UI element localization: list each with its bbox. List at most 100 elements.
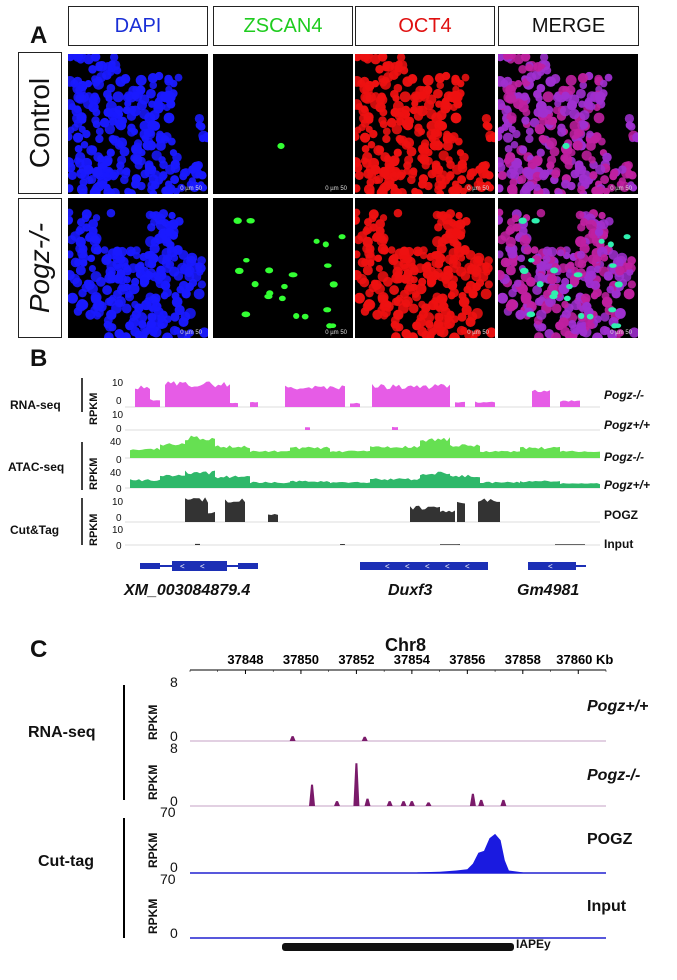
signal-peak — [480, 481, 520, 488]
signal-peak — [290, 446, 330, 458]
svg-text:<: < — [200, 562, 205, 571]
track-min: 0 — [170, 793, 178, 809]
pogz-peak — [417, 833, 523, 873]
signal-peak — [185, 470, 215, 488]
scale-bar-label: 0 µm 50 — [610, 186, 632, 192]
track-max: 8 — [170, 740, 178, 756]
scale-bar-label: 0 µm 50 — [467, 186, 489, 192]
scale-bar-label: 0 µm 50 — [180, 330, 202, 336]
rna-peak — [333, 801, 340, 806]
genome-browser-c: 37848 37850 37852 37854 37856 37858 37860 Kb — [123, 652, 613, 951]
signal-peak — [372, 383, 450, 407]
rna-peak — [408, 801, 415, 806]
track-min: 0 — [170, 859, 178, 875]
row-label-pogz-ko: Pogz-/- — [18, 198, 62, 338]
signal-peak — [350, 402, 360, 407]
scale-bar-label: 0 µm 50 — [467, 330, 489, 336]
signal-peak — [185, 435, 215, 458]
axis-tick-label: 37852 — [338, 652, 374, 667]
rna-peak — [289, 736, 296, 741]
col-header-label: MERGE — [531, 14, 606, 37]
axis-tick-label: 37850 — [283, 652, 319, 667]
signal-peak — [290, 480, 330, 488]
signal-peak — [410, 505, 440, 522]
signal-peak — [475, 401, 495, 407]
track-name-input: Input — [587, 898, 627, 915]
axis-tick-label: 37854 — [394, 652, 431, 667]
signal-peak — [230, 402, 238, 407]
panel-a-letter: A — [30, 22, 48, 49]
col-header-dapi: DAPI — [68, 6, 208, 46]
track-max: 10 — [112, 410, 124, 421]
micrograph-control-dapi: 0 µm 50 — [68, 54, 208, 194]
track-max: 70 — [160, 871, 176, 887]
scale-bar-label: 0 µm 50 — [325, 330, 347, 336]
rna-peak — [400, 801, 407, 806]
signal-peak — [185, 497, 208, 522]
track-name-pogz-ko: Pogz-/- — [587, 767, 640, 785]
micrograph-control-oct4: 0 µm 50 — [355, 54, 495, 194]
signal-peak — [268, 514, 278, 522]
track-max: 40 — [110, 468, 122, 479]
group-label-rna-seq: RNA-seq — [10, 398, 61, 412]
group-label-atac-seq: ATAC-seq — [8, 460, 65, 474]
track-max: 70 — [160, 804, 176, 820]
rna-peak — [353, 763, 360, 806]
svg-text:<: < — [385, 562, 390, 571]
scale-bar-label: 0 µm 50 — [610, 330, 632, 336]
row-label-text: Pogz-/- — [24, 222, 55, 314]
micrograph-pogz-ko-dapi: 0 µm 50 — [68, 198, 208, 338]
signal-peak — [392, 426, 398, 430]
signal-peak — [457, 501, 465, 522]
signal-peak — [305, 427, 310, 430]
track-min: 0 — [116, 455, 122, 466]
col-header-label: DAPI — [114, 14, 162, 37]
signal-peak — [250, 481, 290, 488]
row-label-control: Control — [18, 52, 62, 194]
svg-text:<: < — [445, 562, 450, 571]
signal-peak — [480, 450, 520, 458]
axis-tick-label: 37858 — [505, 652, 541, 667]
group-label-cut-tag: Cut&Tag — [10, 523, 60, 537]
track-min: 0 — [116, 424, 122, 435]
signal-peak — [520, 446, 560, 458]
axis-tick-label: 37848 — [227, 652, 263, 667]
axis-tick-label: 37856 — [449, 652, 485, 667]
signal-peak — [420, 437, 450, 458]
signal-peak — [532, 389, 550, 407]
track-name-pogz-wt: Pogz+/+ — [587, 698, 648, 716]
track-name-pogz: POGZ — [604, 508, 639, 522]
gene-label-duxf3: Duxf3 — [388, 582, 433, 599]
signal-peak — [560, 450, 600, 458]
signal-peak — [208, 511, 215, 522]
svg-text:<: < — [180, 562, 185, 571]
panel-c-letter: C — [30, 636, 48, 663]
track-max: 10 — [112, 378, 124, 389]
signal-peak — [560, 483, 600, 488]
svg-text:<: < — [405, 562, 410, 571]
row-label-text: Control — [24, 77, 55, 169]
signal-peak — [555, 544, 585, 545]
track-name-text: Pogz-/- — [587, 767, 641, 784]
track-max: 10 — [112, 497, 124, 508]
track-name-pogz: POGZ — [587, 831, 633, 848]
track-min: 0 — [116, 513, 122, 524]
track-min: 0 — [170, 728, 178, 744]
axis-tick-label: 37860 Kb — [556, 652, 613, 667]
track-name-text: Pogz+/+ — [587, 698, 649, 715]
signal-peak — [195, 543, 200, 545]
rna-peak — [361, 736, 368, 741]
micrograph-pogz-ko-zscan4: 0 µm 50 — [213, 198, 353, 338]
signal-peak — [370, 445, 420, 458]
signal-peak — [160, 474, 185, 488]
signal-peak — [478, 498, 500, 522]
signal-peak — [215, 445, 250, 458]
signal-peak — [215, 475, 250, 488]
col-header-label: ZSCAN4 — [243, 14, 323, 37]
micrograph-pogz-ko-oct4: 0 µm 50 — [355, 198, 495, 338]
svg-text:<: < — [465, 562, 470, 571]
signal-peak — [340, 544, 345, 545]
group-label-rna-seq: RNA-seq — [28, 724, 96, 741]
signal-peak — [160, 443, 185, 458]
col-header-zscan4: ZSCAN4 — [213, 6, 353, 46]
